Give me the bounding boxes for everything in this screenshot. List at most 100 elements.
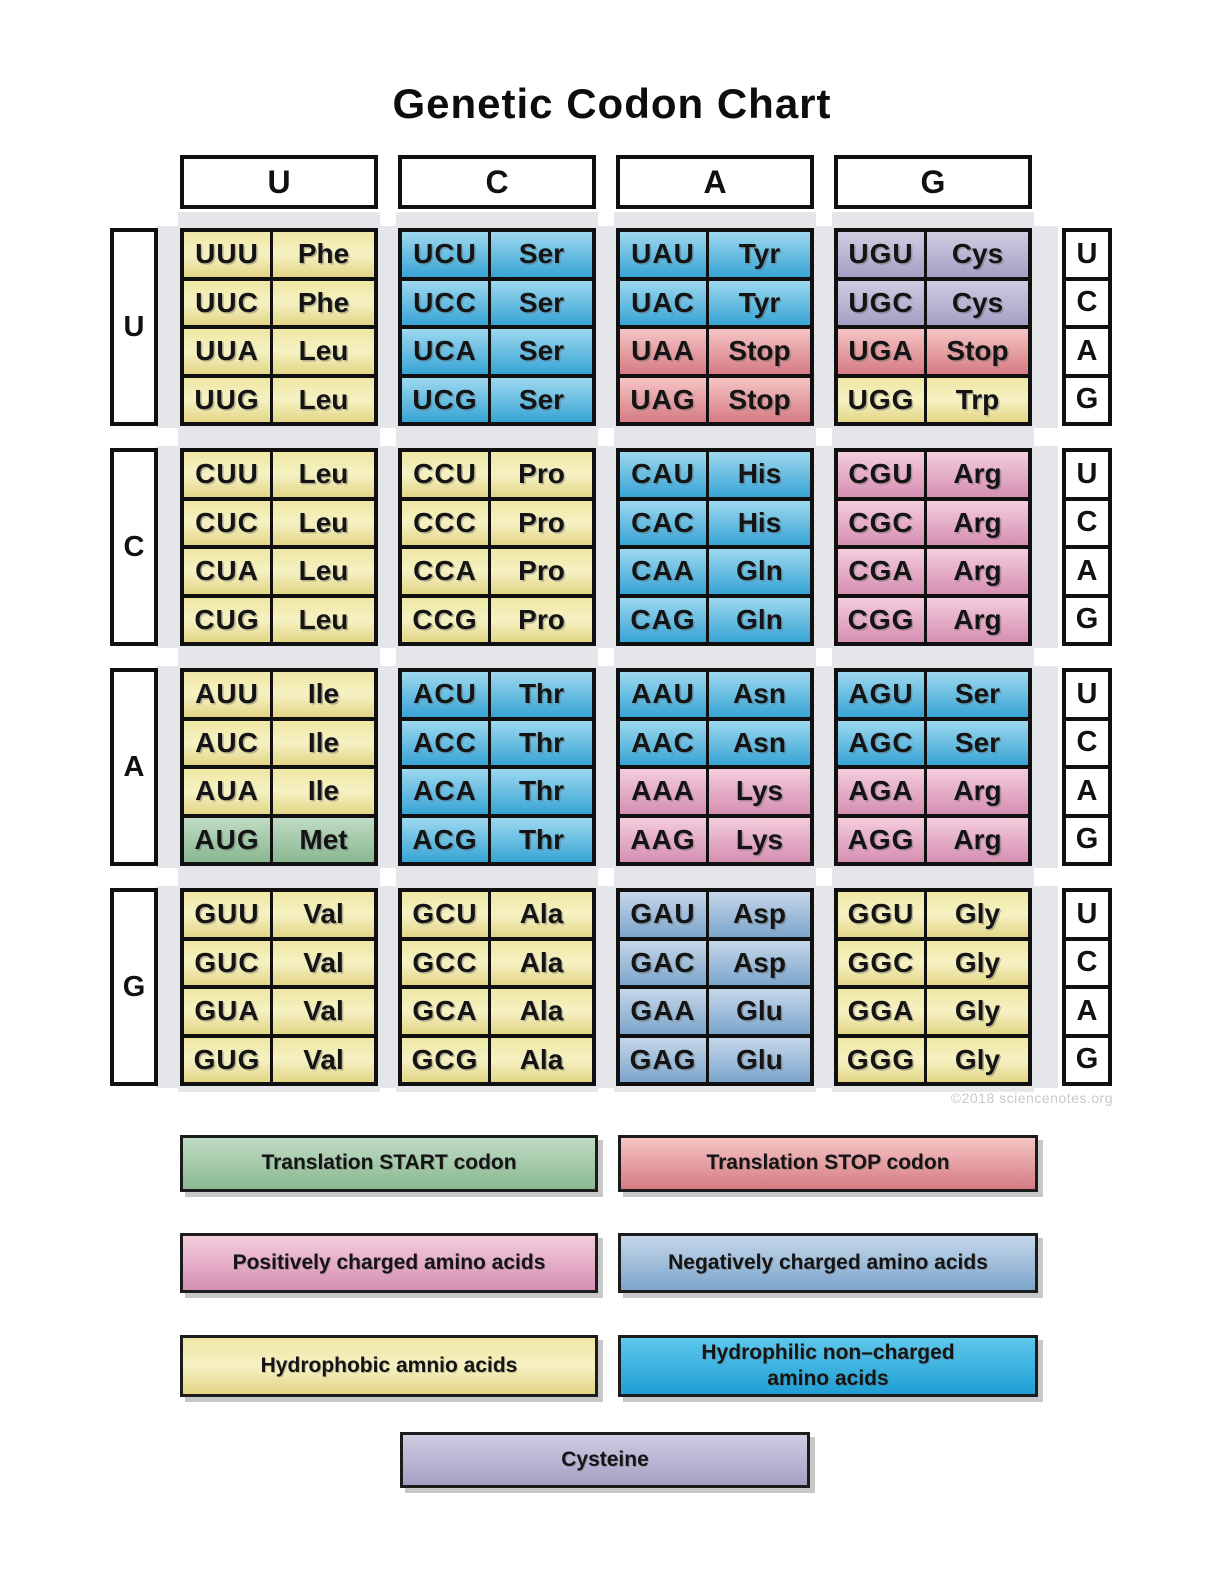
codon-cell-AAA: AAA	[620, 769, 709, 814]
codon-cell-AGC: AGC	[838, 720, 927, 765]
amino-acid-cell-AUG: Met	[273, 817, 374, 862]
amino-acid-cell-UGU: Cys	[927, 232, 1028, 277]
third-letter-label-G: G	[1062, 373, 1112, 426]
amino-acid-cell-GGC: Gly	[927, 940, 1028, 985]
codon-row-CCG: CCG Pro	[402, 593, 592, 642]
codon-cell-UGU: UGU	[838, 232, 927, 277]
codon-block-GA: GAU Asp GAC Asp GAA Glu GAG Glu	[616, 888, 814, 1086]
codon-cell-GAC: GAC	[620, 940, 709, 985]
codon-row-CGC: CGC Arg	[838, 496, 1028, 545]
amino-acid-cell-GUA: Val	[273, 989, 374, 1034]
amino-acid-cell-GCG: Ala	[491, 1037, 592, 1082]
codon-cell-GUA: GUA	[184, 989, 273, 1034]
codon-row-CCU: CCU Pro	[402, 452, 592, 497]
codon-row-CGG: CGG Arg	[838, 593, 1028, 642]
codon-row-UUC: UUC Phe	[184, 276, 374, 325]
codon-row-GGA: GGA Gly	[838, 985, 1028, 1034]
codon-cell-UUC: UUC	[184, 280, 273, 325]
codon-block-UC: UCU Ser UCC Ser UCA Ser UCG Ser	[398, 228, 596, 426]
second-letter-header-C: C	[398, 155, 596, 209]
codon-row-UAA: UAA Stop	[620, 325, 810, 374]
amino-acid-cell-CGA: Arg	[927, 549, 1028, 594]
codon-block-CA: CAU His CAC His CAA Gln CAG Gln	[616, 448, 814, 646]
third-letter-label-U: U	[1062, 448, 1112, 501]
codon-row-GUA: GUA Val	[184, 985, 374, 1034]
codon-block-UU: UUU Phe UUC Phe UUA Leu UUG Leu	[180, 228, 378, 426]
codon-row-GUU: GUU Val	[184, 892, 374, 937]
codon-row-AGG: AGG Arg	[838, 813, 1028, 862]
codon-row-UGA: UGA Stop	[838, 325, 1028, 374]
codon-cell-GUG: GUG	[184, 1037, 273, 1082]
amino-acid-cell-GAU: Asp	[709, 892, 810, 937]
third-letter-label-A: A	[1062, 985, 1112, 1038]
codon-cell-AUU: AUU	[184, 672, 273, 717]
codon-row-CGU: CGU Arg	[838, 452, 1028, 497]
amino-acid-cell-UUC: Phe	[273, 280, 374, 325]
codon-row-CUA: CUA Leu	[184, 545, 374, 594]
amino-acid-cell-UGG: Trp	[927, 377, 1028, 422]
amino-acid-cell-GAA: Glu	[709, 989, 810, 1034]
codon-row-CUC: CUC Leu	[184, 496, 374, 545]
third-letter-label-G: G	[1062, 813, 1112, 866]
codon-cell-GGA: GGA	[838, 989, 927, 1034]
third-letter-label-A: A	[1062, 765, 1112, 818]
amino-acid-cell-AUC: Ile	[273, 720, 374, 765]
codon-cell-CCU: CCU	[402, 452, 491, 497]
codon-row-AAC: AAC Asn	[620, 716, 810, 765]
legend-stop: Translation STOP codon	[618, 1135, 1038, 1192]
codon-row-AAG: AAG Lys	[620, 813, 810, 862]
amino-acid-cell-UCA: Ser	[491, 329, 592, 374]
codon-row-CAU: CAU His	[620, 452, 810, 497]
codon-cell-UUG: UUG	[184, 377, 273, 422]
codon-row-GAU: GAU Asp	[620, 892, 810, 937]
amino-acid-cell-AUU: Ile	[273, 672, 374, 717]
codon-block-GC: GCU Ala GCC Ala GCA Ala GCG Ala	[398, 888, 596, 1086]
codon-row-GGU: GGU Gly	[838, 892, 1028, 937]
amino-acid-cell-AAG: Lys	[709, 817, 810, 862]
codon-cell-GGG: GGG	[838, 1037, 927, 1082]
amino-acid-cell-UAG: Stop	[709, 377, 810, 422]
codon-cell-CUC: CUC	[184, 500, 273, 545]
amino-acid-cell-AAC: Asn	[709, 720, 810, 765]
codon-cell-UAC: UAC	[620, 280, 709, 325]
amino-acid-cell-GUU: Val	[273, 892, 374, 937]
amino-acid-cell-CGC: Arg	[927, 500, 1028, 545]
third-letter-label-A: A	[1062, 325, 1112, 378]
codon-row-AGA: AGA Arg	[838, 765, 1028, 814]
third-letter-label-C: C	[1062, 276, 1112, 329]
codon-row-CUU: CUU Leu	[184, 452, 374, 497]
third-letter-label-C: C	[1062, 936, 1112, 989]
codon-row-UAU: UAU Tyr	[620, 232, 810, 277]
codon-cell-ACA: ACA	[402, 769, 491, 814]
amino-acid-cell-AGU: Ser	[927, 672, 1028, 717]
first-letter-label-C: C	[110, 448, 158, 646]
codon-cell-GCG: GCG	[402, 1037, 491, 1082]
codon-row-CCA: CCA Pro	[402, 545, 592, 594]
codon-cell-CCA: CCA	[402, 549, 491, 594]
amino-acid-cell-UGA: Stop	[927, 329, 1028, 374]
codon-cell-CGU: CGU	[838, 452, 927, 497]
amino-acid-cell-UCC: Ser	[491, 280, 592, 325]
codon-row-AGC: AGC Ser	[838, 716, 1028, 765]
codon-cell-AGU: AGU	[838, 672, 927, 717]
codon-row-GCU: GCU Ala	[402, 892, 592, 937]
amino-acid-cell-CUA: Leu	[273, 549, 374, 594]
amino-acid-cell-AAA: Lys	[709, 769, 810, 814]
codon-cell-GUC: GUC	[184, 940, 273, 985]
codon-row-CAC: CAC His	[620, 496, 810, 545]
amino-acid-cell-CUG: Leu	[273, 597, 374, 642]
codon-cell-CAA: CAA	[620, 549, 709, 594]
codon-cell-UGC: UGC	[838, 280, 927, 325]
codon-cell-CCG: CCG	[402, 597, 491, 642]
codon-row-GGG: GGG Gly	[838, 1033, 1028, 1082]
codon-cell-UAA: UAA	[620, 329, 709, 374]
amino-acid-cell-GCA: Ala	[491, 989, 592, 1034]
codon-block-GG: GGU Gly GGC Gly GGA Gly GGG Gly	[834, 888, 1032, 1086]
codon-cell-ACC: ACC	[402, 720, 491, 765]
amino-acid-cell-UCG: Ser	[491, 377, 592, 422]
amino-acid-cell-CCC: Pro	[491, 500, 592, 545]
amino-acid-cell-CCG: Pro	[491, 597, 592, 642]
codon-row-UGG: UGG Trp	[838, 373, 1028, 422]
codon-block-AA: AAU Asn AAC Asn AAA Lys AAG Lys	[616, 668, 814, 866]
